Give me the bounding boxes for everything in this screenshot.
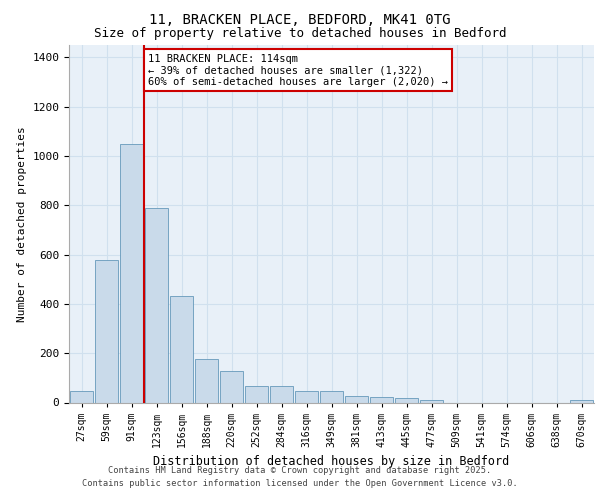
Bar	[194, 358, 218, 403]
Bar	[419, 400, 443, 402]
Bar	[95, 260, 118, 402]
Text: Size of property relative to detached houses in Bedford: Size of property relative to detached ho…	[94, 28, 506, 40]
Bar	[569, 400, 593, 402]
Bar	[320, 392, 343, 402]
Bar	[220, 371, 244, 402]
Bar	[395, 398, 418, 402]
Text: Contains HM Land Registry data © Crown copyright and database right 2025.
Contai: Contains HM Land Registry data © Crown c…	[82, 466, 518, 487]
Bar	[119, 144, 143, 402]
Bar	[145, 208, 169, 402]
Text: 11 BRACKEN PLACE: 114sqm
← 39% of detached houses are smaller (1,322)
60% of sem: 11 BRACKEN PLACE: 114sqm ← 39% of detach…	[148, 54, 448, 87]
Bar	[170, 296, 193, 403]
Bar	[295, 392, 319, 402]
Bar	[70, 392, 94, 402]
Y-axis label: Number of detached properties: Number of detached properties	[17, 126, 27, 322]
Text: 11, BRACKEN PLACE, BEDFORD, MK41 0TG: 11, BRACKEN PLACE, BEDFORD, MK41 0TG	[149, 12, 451, 26]
Bar	[344, 396, 368, 402]
Bar	[245, 386, 268, 402]
Bar	[370, 397, 394, 402]
X-axis label: Distribution of detached houses by size in Bedford: Distribution of detached houses by size …	[154, 455, 509, 468]
Bar	[269, 386, 293, 402]
